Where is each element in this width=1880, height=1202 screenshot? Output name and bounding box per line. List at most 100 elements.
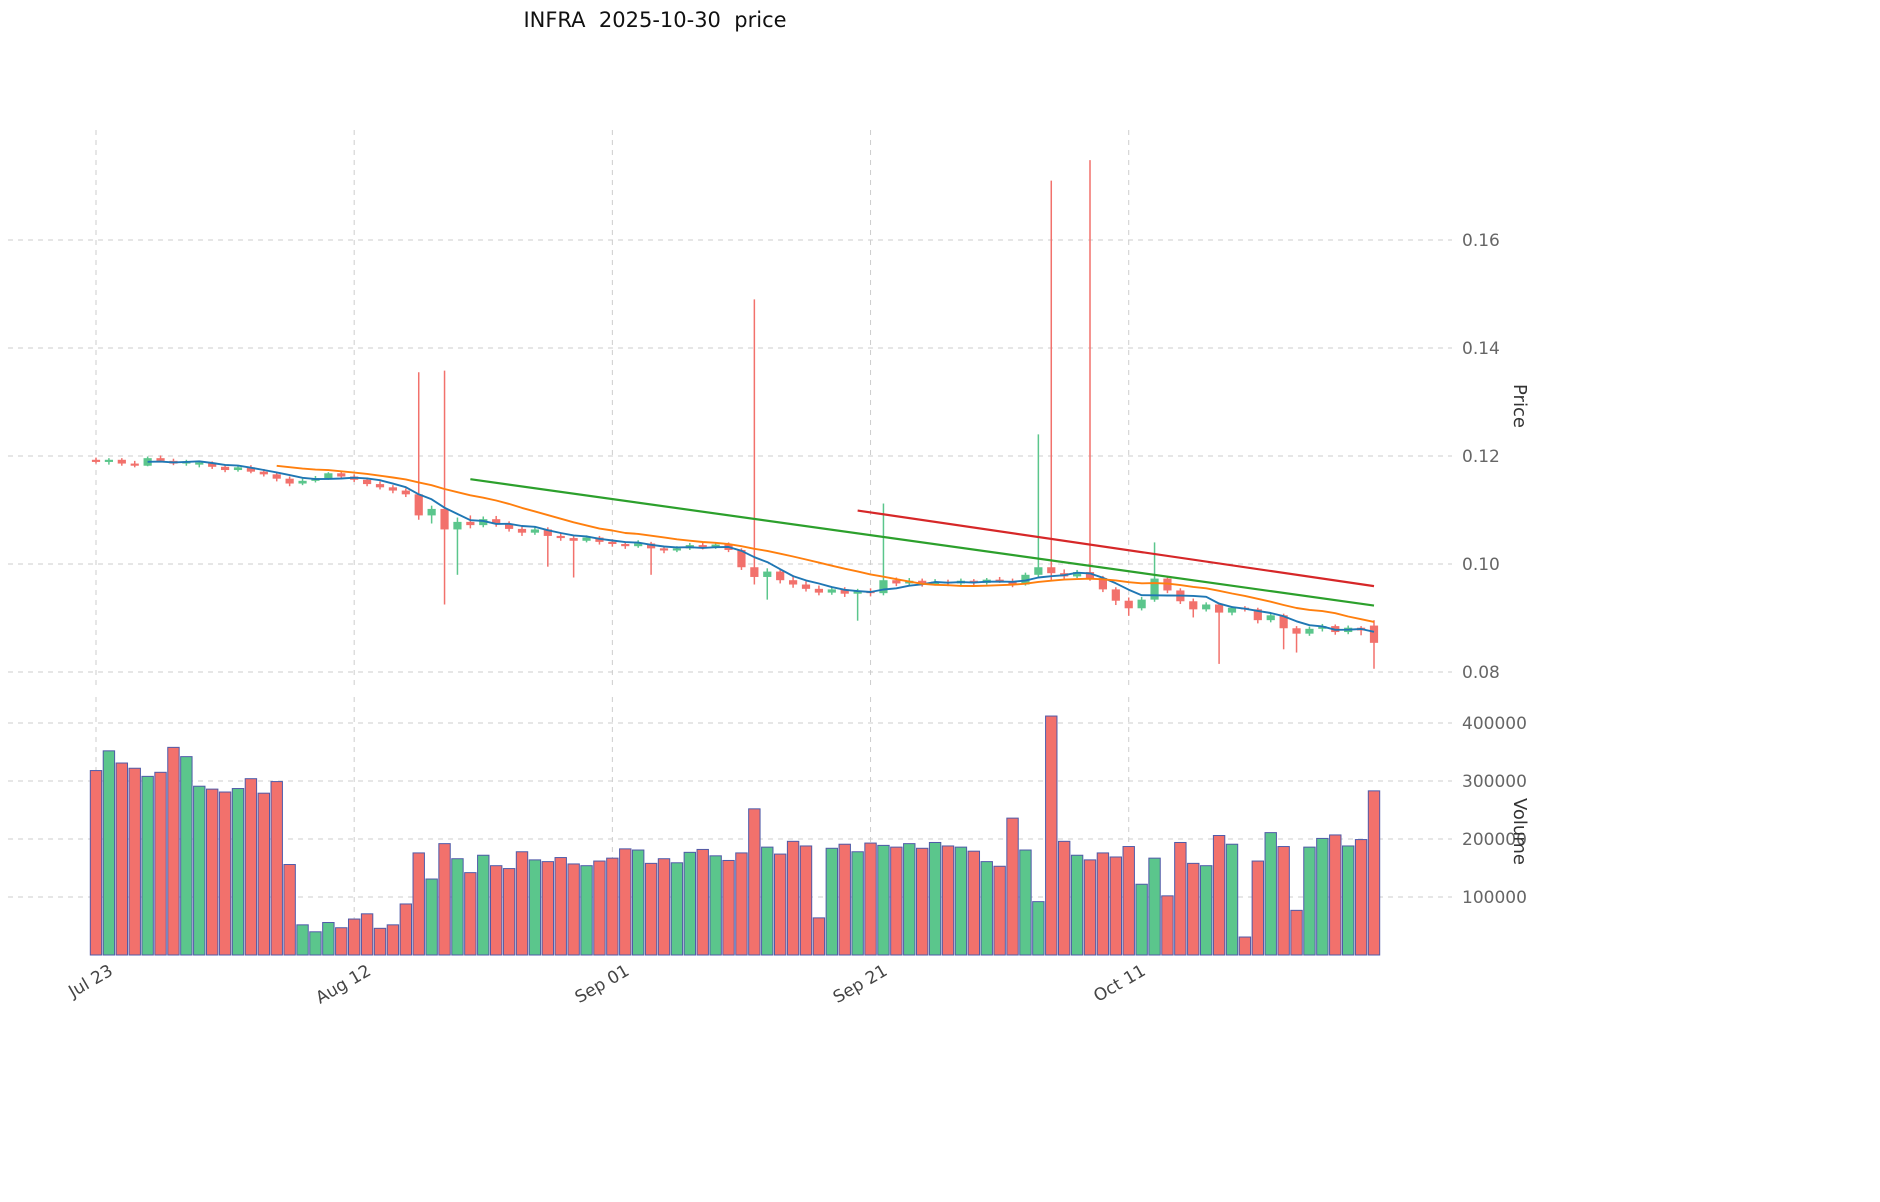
x-tick-label: Sep 21 [830,961,891,1008]
candle-body-down [776,571,785,581]
volume-bar-up [709,855,722,956]
volume-bar-down [167,746,180,956]
candle-body-down [388,487,398,491]
volume-bar-down [1122,846,1135,956]
candle-body-up [1227,607,1237,613]
volume-bar-up [102,750,116,956]
candle-body-down [272,474,281,479]
candle-body-down [1047,567,1056,574]
candle-body-down [259,471,268,475]
volume-bar-down [438,843,451,956]
volume-bar-up [1225,843,1239,956]
candle-body-up [1318,626,1327,629]
volume-bar-down [1329,834,1342,956]
candle-body-down [220,466,230,471]
volume-bar-down [1006,817,1019,956]
candle-body-up [1150,578,1159,600]
volume-bar-down [786,840,800,956]
volume-bar-up [296,924,309,956]
volume-bar-down [115,762,129,956]
volume-bar-up [954,846,968,956]
candle-body-down [1085,572,1095,579]
candle-body-up [324,473,333,479]
volume-bar-up [309,931,322,956]
volume-bar-up [825,847,839,956]
candle-body-down [840,589,849,594]
volume-bar-up [425,878,438,956]
volume-bar-down [657,858,671,956]
volume-bar-down [464,872,477,956]
volume-axis-label: Volume [1509,798,1530,865]
volume-bar-down [554,857,567,956]
volume-tick-label: 300000 [1462,772,1527,792]
volume-bar-down [1212,835,1226,956]
candle-body-down [698,545,707,548]
volume-bar-down [373,927,387,956]
volume-bar-up [683,851,697,956]
candle-body-down [801,584,811,589]
candle-body-up [195,462,204,465]
volume-bar-up [451,858,464,956]
chart-title: INFRA 2025-10-30 price [523,8,787,32]
volume-bar-down [283,864,296,956]
candle-body-down [1292,628,1301,634]
candle-body-up [530,529,540,533]
price-tick-label: 0.16 [1462,231,1500,251]
volume-bar-down [489,865,503,956]
volume-bar-down [567,863,580,956]
candle-body-up [233,467,243,471]
candle-body-down [504,524,514,529]
volume-bar-down [890,846,903,956]
resistance-red-trendline [857,509,1375,588]
volume-bar-down [89,770,103,956]
volume-bar-up [1148,857,1161,956]
volume-bar-up [528,859,542,956]
volume-bar-up [322,922,335,956]
volume-bar-up [877,844,890,956]
candle-body-up [427,508,436,516]
candle-body-down [362,479,372,485]
volume-layer [89,715,1381,956]
candle-body-down [440,508,449,530]
volume-bar-up [180,756,193,956]
volume-bar-down [1290,909,1303,956]
volume-bar-down [502,868,516,956]
volume-bar-down [838,843,851,956]
candle-body-down [517,528,527,533]
volume-bar-down [257,792,271,956]
volume-bar-up [231,788,245,956]
volume-bar-down [606,857,619,956]
candle-body-down [246,467,256,472]
candle-body-up [1202,604,1211,610]
candle-body-down [337,473,346,477]
candle-body-up [879,580,888,594]
candle-body-down [1124,600,1133,609]
candle-body-down [608,541,617,545]
volume-bar-down [1251,860,1265,956]
volume-bar-up [1019,849,1032,956]
volume-bar-up [903,843,916,956]
volume-bar-down [773,853,787,956]
candle-body-up [453,521,462,530]
volume-bar-up [851,851,864,956]
resistance-green-trendline [470,478,1375,607]
x-tick-label: Jul 23 [64,961,116,1003]
candle-body-down [1214,604,1224,613]
x-tick-label: Sep 01 [572,961,633,1008]
volume-bar-up [1341,845,1355,956]
volume-bar-down [128,767,141,956]
volume-bar-down [915,847,929,956]
candle-body-up [1034,567,1043,575]
volume-bar-down [593,860,606,956]
volume-bar-down [812,917,826,956]
candle-body-down [995,579,1004,582]
candle-body-down [918,580,927,584]
volume-bar-down [1161,895,1174,956]
volume-bar-down [541,861,555,956]
price-axis-label: Price [1509,384,1530,428]
x-tick-label: Oct 11 [1090,961,1149,1007]
volume-bar-down [1354,839,1368,956]
volume-tick-label: 100000 [1462,888,1527,908]
volume-bar-down [1083,859,1097,956]
